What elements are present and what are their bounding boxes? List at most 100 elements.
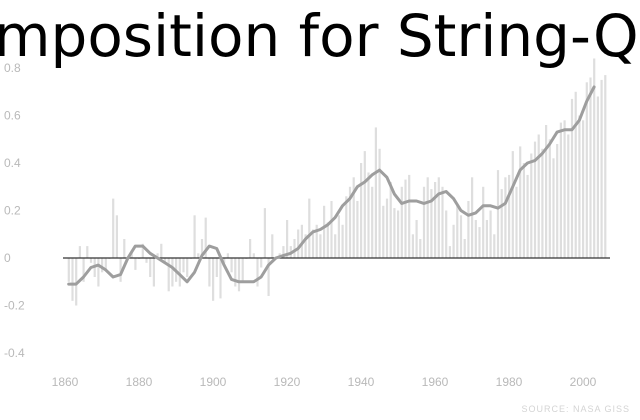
anomaly-bar-1932 bbox=[330, 201, 333, 258]
anomaly-bar-1873 bbox=[112, 198, 115, 258]
anomaly-bar-1998 bbox=[574, 91, 577, 259]
anomaly-bar-1972 bbox=[478, 227, 481, 258]
anomaly-bar-2002 bbox=[589, 77, 592, 258]
anomaly-bar-1915 bbox=[267, 258, 270, 296]
anomaly-bar-1878 bbox=[130, 253, 133, 259]
anomaly-bar-1990 bbox=[545, 125, 548, 258]
anomaly-bar-1951 bbox=[400, 186, 403, 259]
anomaly-bar-1903 bbox=[223, 258, 226, 263]
anomaly-bar-1920 bbox=[286, 220, 289, 258]
anomaly-bar-1898 bbox=[204, 217, 207, 258]
anomaly-bar-1969 bbox=[467, 201, 470, 258]
anomaly-bar-1865 bbox=[82, 258, 85, 282]
anomaly-bar-1956 bbox=[419, 239, 422, 258]
anomaly-bar-1955 bbox=[415, 220, 418, 258]
anomaly-bar-1984 bbox=[522, 163, 525, 258]
anomaly-bar-2003 bbox=[593, 58, 596, 258]
anomaly-bar-1979 bbox=[504, 177, 507, 259]
anomaly-bar-1943 bbox=[371, 186, 374, 259]
anomaly-bar-1875 bbox=[119, 258, 122, 282]
anomaly-bar-1869 bbox=[97, 258, 100, 287]
anomaly-bar-1923 bbox=[297, 229, 300, 258]
anomaly-bar-1994 bbox=[559, 122, 562, 258]
chart-title: mposition for String-Qua bbox=[0, 2, 640, 70]
y-tick-label: 0.2 bbox=[4, 204, 21, 218]
anomaly-bar-1911 bbox=[252, 253, 255, 259]
x-tick-label: 1940 bbox=[348, 375, 375, 389]
anomaly-bar-1884 bbox=[152, 258, 155, 287]
anomaly-bar-1916 bbox=[271, 234, 274, 259]
anomaly-bar-1975 bbox=[489, 210, 492, 258]
smoothed-trend-line bbox=[67, 85, 596, 286]
anomaly-bar-1981 bbox=[511, 151, 514, 258]
y-tick-label: 0 bbox=[4, 251, 11, 265]
anomaly-bar-1973 bbox=[482, 186, 485, 259]
x-tick-label: 1880 bbox=[126, 375, 153, 389]
anomaly-bar-1977 bbox=[496, 170, 500, 258]
anomaly-bar-2000 bbox=[582, 120, 585, 259]
anomaly-bar-1987 bbox=[533, 141, 537, 258]
anomaly-bar-1862 bbox=[71, 258, 74, 301]
anomaly-bar-1904 bbox=[226, 253, 229, 259]
anomaly-bar-1927 bbox=[311, 229, 315, 258]
anomaly-bar-1974 bbox=[485, 220, 488, 258]
anomaly-bar-1881 bbox=[141, 243, 144, 259]
anomaly-bar-1864 bbox=[78, 246, 81, 258]
anomaly-bar-1907 bbox=[237, 258, 241, 292]
anomaly-bar-1870 bbox=[101, 258, 104, 273]
anomaly-bar-1899 bbox=[208, 258, 211, 287]
anomaly-bar-1958 bbox=[426, 177, 429, 259]
anomaly-bar-1888 bbox=[167, 258, 170, 292]
anomaly-bar-1980 bbox=[508, 174, 511, 258]
anomaly-bar-1995 bbox=[563, 120, 566, 259]
anomaly-bar-1926 bbox=[308, 198, 311, 258]
anomaly-bar-1887 bbox=[163, 258, 167, 263]
anomaly-bar-1895 bbox=[193, 215, 196, 259]
anomaly-bar-1966 bbox=[456, 205, 459, 259]
anomaly-bar-1996 bbox=[567, 134, 570, 258]
anomaly-bar-1914 bbox=[263, 208, 266, 258]
y-tick-label: -0.2 bbox=[4, 299, 25, 313]
anomaly-bar-1940 bbox=[360, 163, 363, 258]
anomaly-bar-2006 bbox=[604, 75, 607, 258]
source-credit: SOURCE: NASA GISS bbox=[521, 404, 630, 414]
anomaly-bar-1991 bbox=[548, 139, 551, 259]
anomaly-bar-1978 bbox=[500, 189, 503, 258]
x-axis-tick-labels: 1860 1880 1900 1920 1940 1960 1980 2000 bbox=[52, 375, 597, 389]
anomaly-bar-1950 bbox=[397, 210, 400, 258]
anomaly-bar-1930 bbox=[323, 205, 326, 259]
x-tick-label: 1920 bbox=[274, 375, 301, 389]
anomaly-bar-1871 bbox=[104, 258, 107, 270]
anomaly-bar-1953 bbox=[408, 174, 411, 258]
anomaly-bar-1988 bbox=[537, 134, 540, 258]
anomaly-bar-1928 bbox=[315, 224, 318, 259]
anomaly-bar-1892 bbox=[182, 258, 185, 273]
anomaly-bar-1876 bbox=[123, 239, 126, 258]
anomaly-bar-1863 bbox=[75, 258, 78, 306]
anomaly-bar-1941 bbox=[363, 151, 366, 258]
anomaly-bar-1971 bbox=[474, 220, 477, 258]
anomaly-bar-1985 bbox=[526, 174, 529, 258]
anomaly-bar-1970 bbox=[471, 177, 474, 259]
anomaly-bar-1993 bbox=[556, 144, 559, 258]
anomaly-bar-1949 bbox=[393, 208, 396, 258]
anomaly-bar-1905 bbox=[230, 258, 233, 273]
anomaly-bar-1919 bbox=[282, 246, 285, 258]
anomaly-bar-1983 bbox=[519, 146, 522, 258]
x-tick-label: 1860 bbox=[52, 375, 79, 389]
annual-anomaly-bars bbox=[67, 58, 607, 306]
anomaly-bar-1908 bbox=[241, 258, 244, 282]
anomaly-bar-1896 bbox=[197, 253, 200, 259]
anomaly-bar-1900 bbox=[212, 258, 215, 301]
anomaly-bar-2004 bbox=[596, 96, 599, 258]
anomaly-bar-1945 bbox=[378, 148, 381, 259]
anomaly-bar-1889 bbox=[171, 258, 174, 287]
anomaly-bar-1982 bbox=[515, 186, 518, 259]
anomaly-bar-1867 bbox=[89, 258, 93, 263]
anomaly-bar-1891 bbox=[178, 258, 181, 287]
y-tick-label: 0.6 bbox=[4, 109, 21, 123]
x-tick-label: 1980 bbox=[496, 375, 523, 389]
anomaly-bar-1952 bbox=[404, 179, 407, 258]
anomaly-bar-1929 bbox=[319, 234, 322, 259]
